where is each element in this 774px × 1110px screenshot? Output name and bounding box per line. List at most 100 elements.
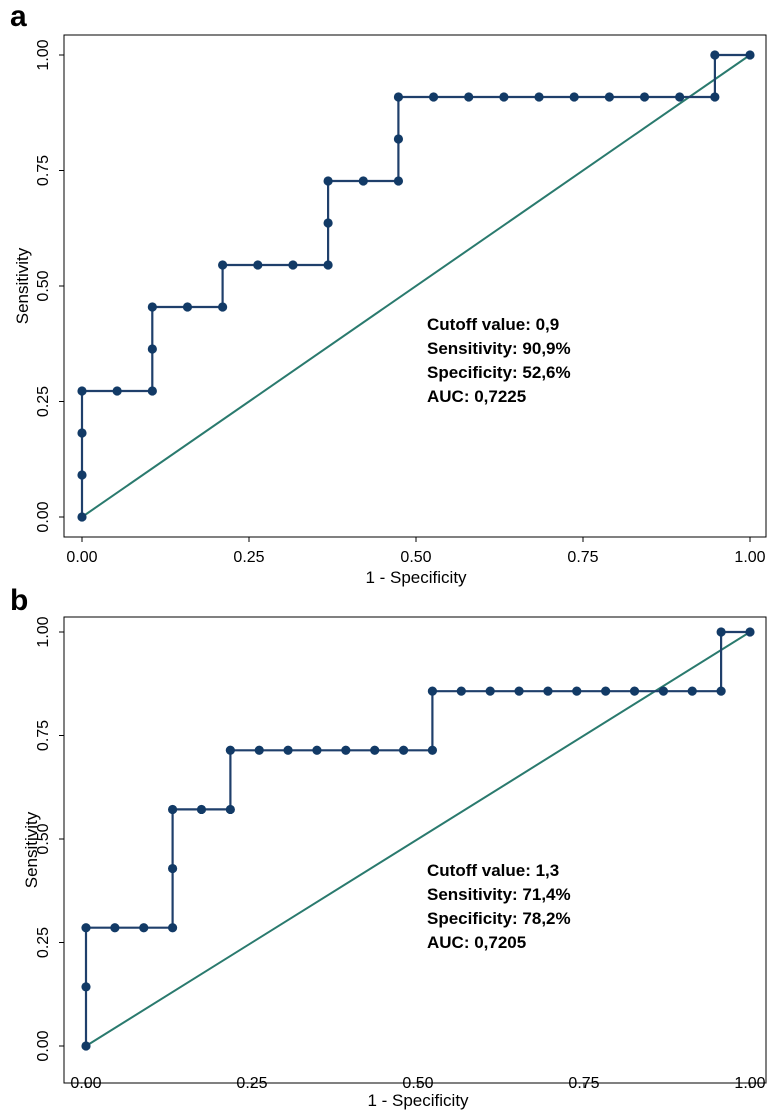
roc-point [485,686,495,696]
annotation-line: Specificity: 52,6% [427,363,571,382]
roc-point [77,386,87,396]
roc-point [147,344,157,354]
roc-point [81,1041,91,1051]
x-tick-label: 0.75 [568,1075,599,1092]
annotation-line: Sensitivity: 90,9% [427,339,571,358]
roc-point [323,176,333,186]
roc-point [323,260,333,270]
y-tick-label: 0.50 [35,270,52,301]
roc-point [167,923,178,933]
roc-point [77,470,87,480]
roc-point [745,50,755,60]
roc-point [218,260,228,270]
panel-letter: a [10,0,27,33]
roc-point [323,218,333,228]
x-tick-label: 0.25 [236,1075,267,1092]
roc-point [569,92,579,102]
roc-point [283,745,293,755]
x-tick-label: 0.50 [400,549,431,566]
roc-point [196,804,207,815]
roc-point [81,923,91,933]
chart-panel-b: b 0.00 0.25 0.50 0.75 1.00 0.00 0.25 0.50 0.75 1.0… [10,584,767,1110]
roc-point [77,428,87,438]
roc-point [427,686,438,696]
roc-point [225,745,235,755]
roc-point [147,386,157,396]
chart-panel-a: a 0.00 0.25 0.50 0.75 1.00 0.00 0.25 0.50 0.75 1.0… [10,0,767,587]
roc-point [710,92,720,102]
roc-point [687,686,697,696]
x-axis-title: 1 - Specificity [367,1091,469,1110]
annotation-line: Cutoff value: 0,9 [427,315,559,334]
roc-point [77,512,87,522]
x-tick-label: 1.00 [734,1075,765,1092]
annotation-line: Cutoff value: 1,3 [427,861,559,880]
plot-frame [63,616,767,1084]
x-tick-label: 0.25 [233,549,264,566]
y-axis-title: Sensitivity [22,811,41,888]
x-axis-title: 1 - Specificity [365,568,467,587]
annotation-line: AUC: 0,7205 [427,933,526,952]
roc-point [514,686,524,696]
x-tick-label: 0.00 [70,1075,101,1092]
reference-line [85,631,751,1047]
y-tick-label: 0.00 [35,501,52,532]
y-tick-label: 0.25 [35,386,52,417]
annotation-line: Sensitivity: 71,4% [427,885,571,904]
y-axis-title: Sensitivity [13,247,32,324]
panel-letter: b [10,584,28,617]
x-tick-label: 0.75 [567,549,598,566]
roc-point [745,627,755,637]
roc-point [167,804,178,815]
roc-point [639,92,650,102]
reference-line [81,54,751,518]
roc-point [398,745,409,755]
x-tick-label: 1.00 [734,549,765,566]
roc-point [427,745,438,755]
roc-point [110,923,120,933]
y-tick-label: 0.75 [35,155,52,186]
roc-point [572,686,582,696]
y-tick-label: 1.00 [35,616,52,647]
roc-point [710,50,720,60]
roc-point [393,134,404,144]
roc-point [456,686,466,696]
roc-point [253,260,263,270]
roc-point [604,92,614,102]
annotation-line: Specificity: 78,2% [427,909,571,928]
roc-point [675,92,685,102]
y-tick-label: 0.75 [35,720,52,751]
x-tick-label: 0.00 [66,549,97,566]
annotation-line: AUC: 0,7225 [427,387,526,406]
roc-point [601,686,611,696]
roc-point [499,92,509,102]
roc-point [312,745,322,755]
roc-point [716,627,726,637]
roc-point [147,302,157,312]
roc-point [534,92,544,102]
roc-point [629,686,640,696]
roc-point [288,260,298,270]
roc-point [112,386,122,396]
roc-point [358,176,368,186]
y-tick-label: 0.50 [35,823,52,854]
roc-point [341,745,351,755]
roc-point [225,804,235,815]
roc-point [428,92,439,102]
roc-point [370,745,380,755]
roc-point [139,923,149,933]
roc-point [393,92,404,102]
roc-point [254,745,264,755]
roc-point [182,302,193,312]
roc-point [716,686,726,696]
y-tick-label: 1.00 [35,39,52,70]
y-tick-label: 0.25 [35,927,52,958]
roc-point [81,982,91,992]
roc-point [464,92,474,102]
roc-point [658,686,669,696]
roc-point [167,863,178,874]
roc-point [393,176,404,186]
y-tick-label: 0.00 [35,1030,52,1061]
roc-point [218,302,228,312]
